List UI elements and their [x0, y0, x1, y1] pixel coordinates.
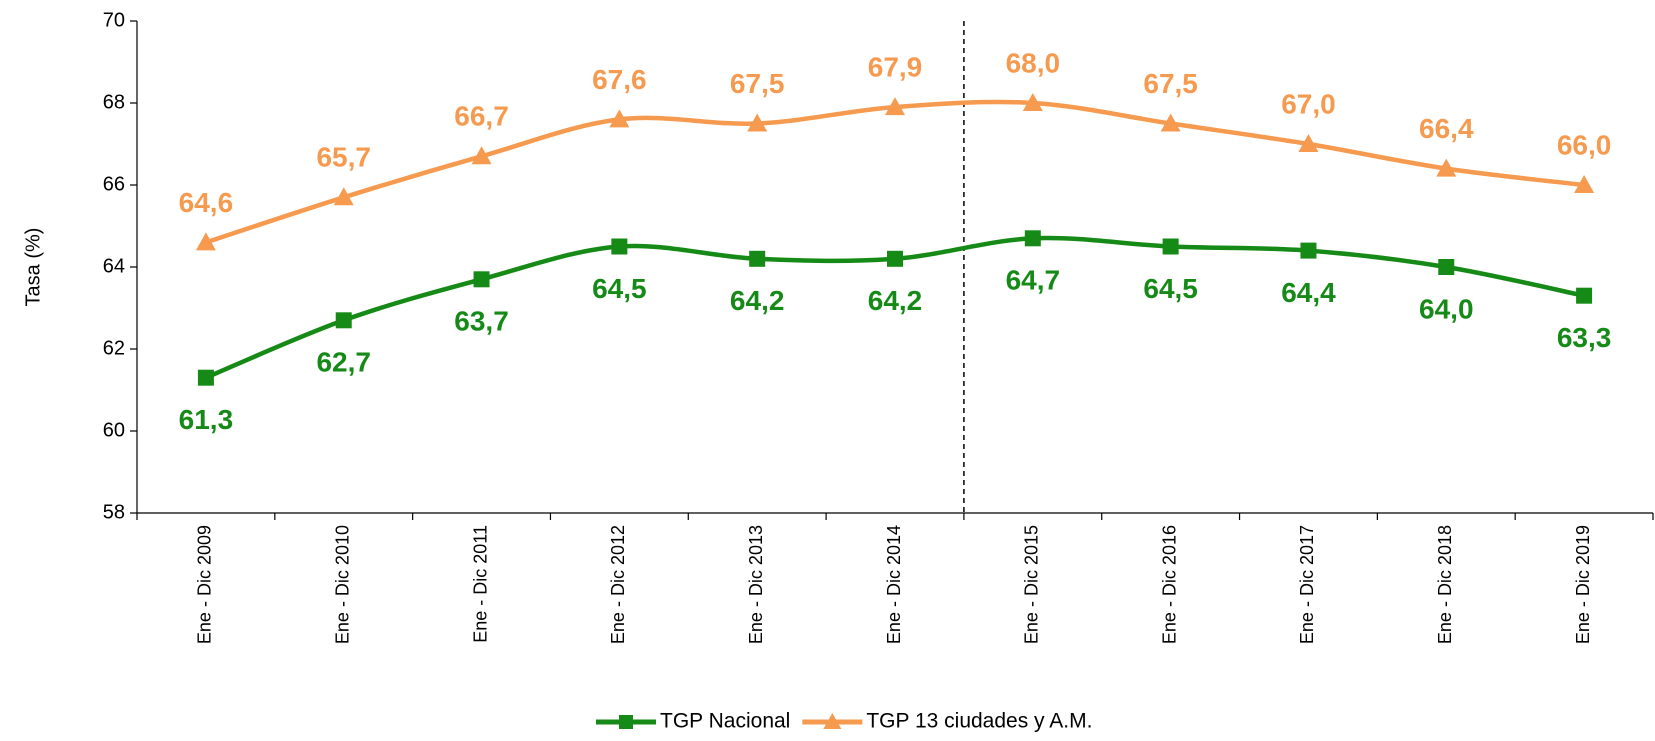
- x-tick-label: Ene - Dic 2015: [1022, 525, 1042, 644]
- x-tick-label: Ene - Dic 2009: [195, 525, 215, 644]
- data-label: 64,5: [1143, 273, 1198, 304]
- data-label: 66,7: [454, 101, 509, 132]
- marker: [1298, 134, 1319, 152]
- marker: [1576, 287, 1593, 304]
- y-tick-label: 70: [103, 9, 125, 31]
- marker: [195, 232, 216, 251]
- x-tick-label: Ene - Dic 2016: [1159, 525, 1179, 644]
- data-label: 67,5: [1143, 68, 1198, 99]
- legend-marker: [823, 713, 842, 729]
- marker: [1300, 242, 1317, 259]
- x-tick-label: Ene - Dic 2018: [1435, 525, 1455, 644]
- data-label: 63,3: [1557, 322, 1612, 353]
- data-label: 64,6: [179, 187, 234, 218]
- x-tick-label: Ene - Dic 2019: [1573, 525, 1593, 644]
- marker: [1160, 113, 1181, 132]
- x-tick-label: Ene - Dic 2014: [884, 525, 904, 644]
- data-label: 67,9: [868, 51, 923, 82]
- data-label: 67,5: [730, 68, 785, 99]
- data-label: 66,0: [1557, 129, 1612, 160]
- data-label: 67,6: [592, 64, 647, 95]
- y-tick-label: 68: [103, 91, 125, 113]
- y-axis-label: Tasa (%): [22, 228, 44, 307]
- x-tick-label: Ene - Dic 2011: [470, 525, 490, 643]
- marker: [887, 250, 903, 267]
- y-tick-label: 62: [103, 337, 125, 359]
- y-tick-label: 58: [103, 501, 125, 523]
- data-label: 64,7: [1006, 265, 1061, 296]
- marker: [473, 271, 490, 288]
- legend: TGP Nacional TGP 13 ciudades y A.M.: [596, 710, 1092, 733]
- x-tick-label: Ene - Dic 2017: [1297, 525, 1317, 644]
- data-label: 64,2: [730, 285, 785, 316]
- y-tick-label: 66: [103, 173, 125, 195]
- marker: [885, 97, 905, 116]
- legend-label: TGP 13 ciudades y A.M.: [866, 710, 1092, 733]
- data-label: 61,3: [179, 404, 234, 435]
- data-label: 64,5: [592, 273, 647, 304]
- data-label: 64,2: [868, 285, 923, 316]
- legend-marker: [619, 715, 633, 729]
- x-tick-label: Ene - Dic 2013: [746, 525, 766, 644]
- data-label: 68,0: [1006, 47, 1061, 78]
- marker: [1162, 238, 1179, 255]
- data-label: 67,0: [1281, 88, 1336, 119]
- data-label: 63,7: [454, 306, 509, 337]
- data-label: 64,4: [1281, 277, 1336, 308]
- data-label: 65,7: [316, 142, 371, 173]
- marker: [471, 146, 492, 165]
- marker: [335, 312, 352, 329]
- marker: [749, 250, 766, 267]
- legend-label: TGP Nacional: [660, 710, 790, 733]
- marker: [1574, 175, 1595, 193]
- data-label: 66,4: [1419, 113, 1474, 144]
- data-label: 62,7: [316, 347, 371, 378]
- x-tick-label: Ene - Dic 2012: [608, 525, 628, 644]
- marker: [197, 369, 214, 386]
- marker: [1022, 93, 1043, 111]
- x-tick-label: Ene - Dic 2010: [332, 525, 352, 644]
- marker: [609, 109, 630, 128]
- marker: [1436, 158, 1457, 177]
- marker: [611, 238, 628, 255]
- y-tick-label: 64: [103, 255, 125, 277]
- marker: [1024, 230, 1041, 247]
- series-line: [205, 99, 1585, 245]
- marker: [333, 187, 354, 206]
- data-label: 64,0: [1419, 293, 1474, 324]
- marker: [1438, 259, 1455, 275]
- marker: [747, 113, 768, 132]
- y-tick-label: 60: [103, 419, 125, 441]
